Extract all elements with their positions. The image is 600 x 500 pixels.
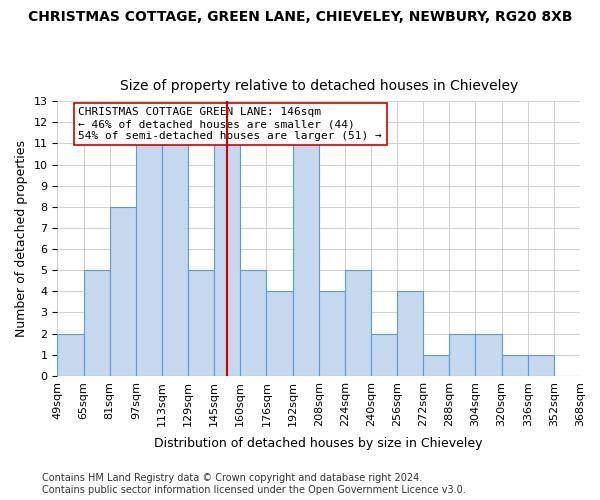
Bar	[214, 144, 241, 376]
Bar	[58, 334, 83, 376]
Bar	[371, 334, 397, 376]
X-axis label: Distribution of detached houses by size in Chieveley: Distribution of detached houses by size …	[154, 437, 483, 450]
Bar	[423, 355, 449, 376]
Text: CHRISTMAS COTTAGE, GREEN LANE, CHIEVELEY, NEWBURY, RG20 8XB: CHRISTMAS COTTAGE, GREEN LANE, CHIEVELEY…	[28, 10, 572, 24]
Bar	[293, 144, 319, 376]
Bar	[397, 292, 423, 376]
Text: CHRISTMAS COTTAGE GREEN LANE: 146sqm
← 46% of detached houses are smaller (44)
5: CHRISTMAS COTTAGE GREEN LANE: 146sqm ← 4…	[79, 108, 382, 140]
Bar	[110, 207, 136, 376]
Text: Contains HM Land Registry data © Crown copyright and database right 2024.
Contai: Contains HM Land Registry data © Crown c…	[42, 474, 466, 495]
Title: Size of property relative to detached houses in Chieveley: Size of property relative to detached ho…	[119, 79, 518, 93]
Bar	[188, 270, 214, 376]
Bar	[345, 270, 371, 376]
Bar	[475, 334, 502, 376]
Bar	[241, 270, 266, 376]
Bar	[449, 334, 475, 376]
Bar	[266, 292, 293, 376]
Bar	[136, 144, 162, 376]
Bar	[502, 355, 528, 376]
Bar	[319, 292, 345, 376]
Y-axis label: Number of detached properties: Number of detached properties	[15, 140, 28, 337]
Bar	[83, 270, 110, 376]
Bar	[528, 355, 554, 376]
Bar	[162, 144, 188, 376]
